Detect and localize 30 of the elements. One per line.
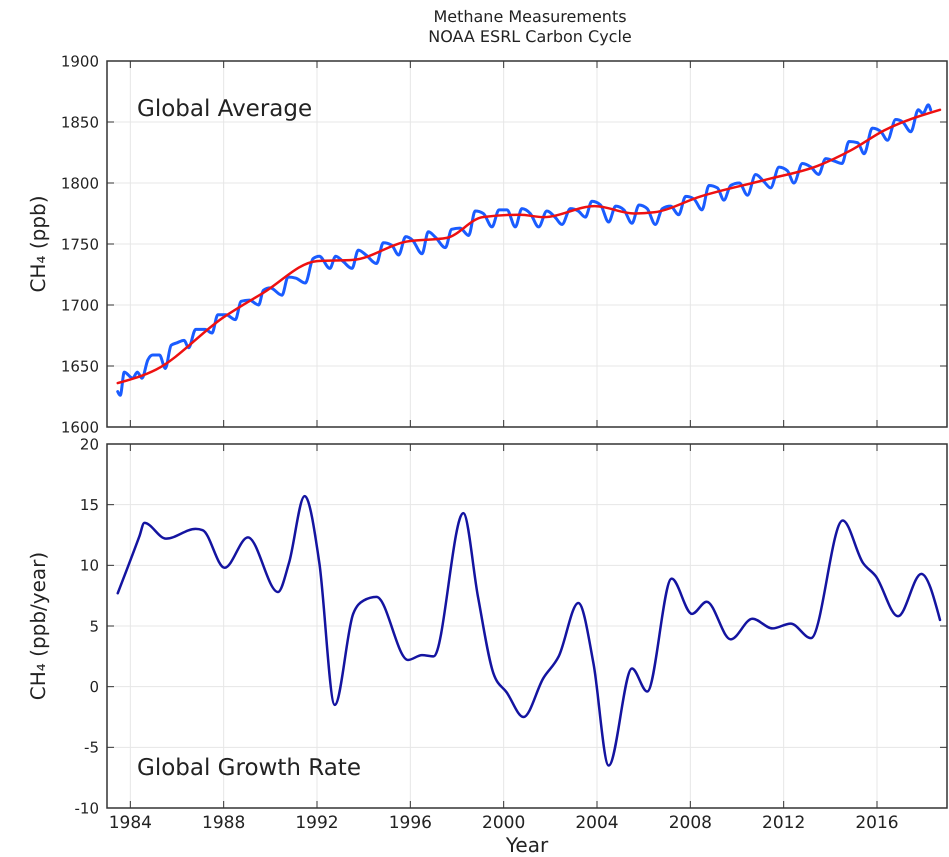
x-tick-label: 1996 bbox=[388, 813, 432, 833]
y-tick-label: 1650 bbox=[60, 357, 99, 376]
annotation: Global Average bbox=[137, 96, 312, 122]
chart-title: Methane Measurements bbox=[433, 7, 627, 26]
x-tick-label: 1988 bbox=[202, 813, 246, 833]
x-tick-label: 2012 bbox=[762, 813, 806, 833]
x-tick-label: 2004 bbox=[575, 813, 619, 833]
x-tick-label: 2016 bbox=[855, 813, 899, 833]
y-tick-label: -5 bbox=[84, 738, 99, 757]
x-tick-label: 2008 bbox=[668, 813, 712, 833]
y-axis-title: CH₄ (ppb) bbox=[26, 195, 50, 293]
y-axis-title: CH₄ (ppb/year) bbox=[26, 552, 50, 700]
y-tick-label: 10 bbox=[80, 556, 99, 575]
x-axis-title: Year bbox=[504, 833, 549, 857]
y-tick-label: 1600 bbox=[60, 418, 99, 436]
y-tick-label: 1800 bbox=[60, 174, 99, 192]
y-tick-label: 5 bbox=[89, 617, 99, 636]
y-tick-label: 1750 bbox=[60, 235, 99, 254]
y-tick-label: 1850 bbox=[60, 113, 99, 132]
y-tick-label: -10 bbox=[74, 799, 99, 818]
x-tick-label: 1992 bbox=[295, 813, 339, 833]
y-tick-label: 1900 bbox=[60, 52, 99, 70]
y-tick-label: 1700 bbox=[60, 296, 99, 314]
x-tick-label: 2000 bbox=[482, 813, 526, 833]
y-tick-label: 20 bbox=[80, 435, 99, 454]
annotation: Global Growth Rate bbox=[137, 755, 361, 781]
x-tick-label: 1984 bbox=[108, 813, 152, 833]
y-tick-label: 15 bbox=[80, 496, 99, 514]
y-tick-label: 0 bbox=[89, 678, 99, 696]
chart-subtitle: NOAA ESRL Carbon Cycle bbox=[428, 27, 632, 46]
